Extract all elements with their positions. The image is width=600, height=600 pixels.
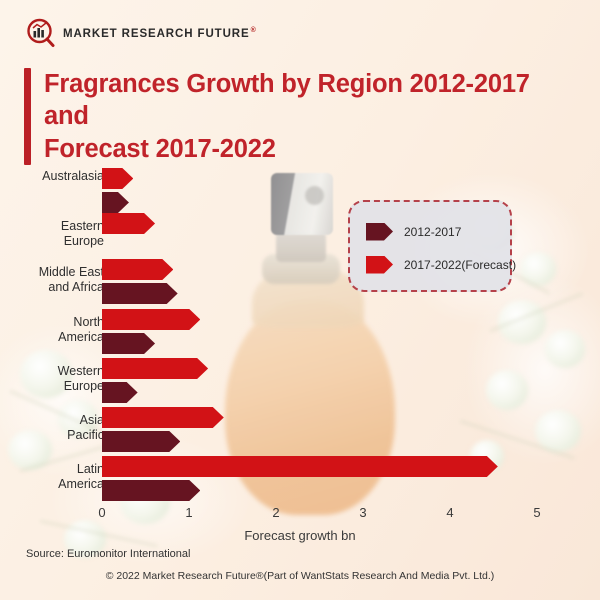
chart-row: North America [0,309,600,361]
bar-forecast[interactable] [102,259,173,280]
bar-shape [102,480,200,501]
chart-row: Australasia [0,168,600,220]
bar-shape [102,358,208,379]
title-text: Fragrances Growth by Region 2012-2017 an… [44,70,530,163]
bar-forecast[interactable] [102,358,208,379]
x-axis-tick: 1 [185,505,193,520]
bar-forecast[interactable] [102,168,133,189]
bar-shape [102,192,129,213]
x-axis-title: Forecast growth bn [244,528,356,543]
x-axis-tick: 5 [533,505,541,520]
bar-shape [102,168,133,189]
x-axis-tick: 0 [98,505,106,520]
bar-shape [102,382,138,403]
category-label: North America [58,315,104,344]
category-label: Eastern Europe [60,219,104,248]
bar-shape [102,456,498,477]
x-axis-tick: 4 [446,505,454,520]
bar-forecast[interactable] [102,309,200,330]
legend-item[interactable]: 2012-2017 [366,215,510,248]
copyright-note: © 2022 Market Research Future®(Part of W… [105,570,495,582]
bar-shape [102,213,155,234]
arrow-swatch-icon [366,256,393,274]
category-label: Australasia [42,169,104,183]
bar-shape [102,283,178,304]
bar-shape [102,407,224,428]
brand-logo[interactable]: MARKET RESEARCH FUTURE® [26,18,257,48]
bar-historic[interactable] [102,333,155,354]
title-accent-bar [24,68,31,166]
chart-row: Middle East and Africa [0,259,600,311]
source-note: Source: Euromonitor International [26,548,191,560]
brand-name: MARKET RESEARCH FUTURE® [63,26,257,40]
category-label: Western Europe [57,364,104,393]
category-label: Middle East and Africa [38,265,104,294]
bar-shape [102,259,173,280]
category-label: Latin America [58,462,104,491]
bar-historic[interactable] [102,431,180,452]
category-label: Asia Pacific [67,413,104,442]
chart-row: Western Europe [0,358,600,410]
chart-row: Eastern Europe [0,213,600,265]
bar-forecast[interactable] [102,407,224,428]
bar-shape [102,309,200,330]
bar-shape [102,333,155,354]
bar-forecast[interactable] [102,213,155,234]
bar-chart: Australasia Eastern Europe Middle East and… [0,160,600,510]
x-axis: 0 1 2 3 4 5 [0,505,600,531]
legend-item[interactable]: 2017-2022(Forecast) [366,248,516,281]
bar-shape [102,431,180,452]
arrow-swatch-icon [366,223,393,241]
x-axis-tick: 2 [272,505,280,520]
chart-row: Latin America [0,456,600,508]
magnifier-bar-chart-icon [27,18,55,47]
page-title: Fragrances Growth by Region 2012-2017 an… [24,68,544,166]
bar-historic[interactable] [102,382,138,403]
bar-forecast[interactable] [102,456,498,477]
chart-legend: 2012-2017 2017-2022(Forecast) [348,200,516,292]
bar-historic[interactable] [102,480,200,501]
bar-historic[interactable] [102,283,178,304]
x-axis-tick: 3 [359,505,367,520]
legend-item-label: 2017-2022(Forecast) [404,257,517,272]
registered-mark: ® [250,26,257,34]
chart-row: Asia Pacific [0,407,600,459]
bar-historic[interactable] [102,192,129,213]
legend-item-label: 2012-2017 [404,224,462,239]
